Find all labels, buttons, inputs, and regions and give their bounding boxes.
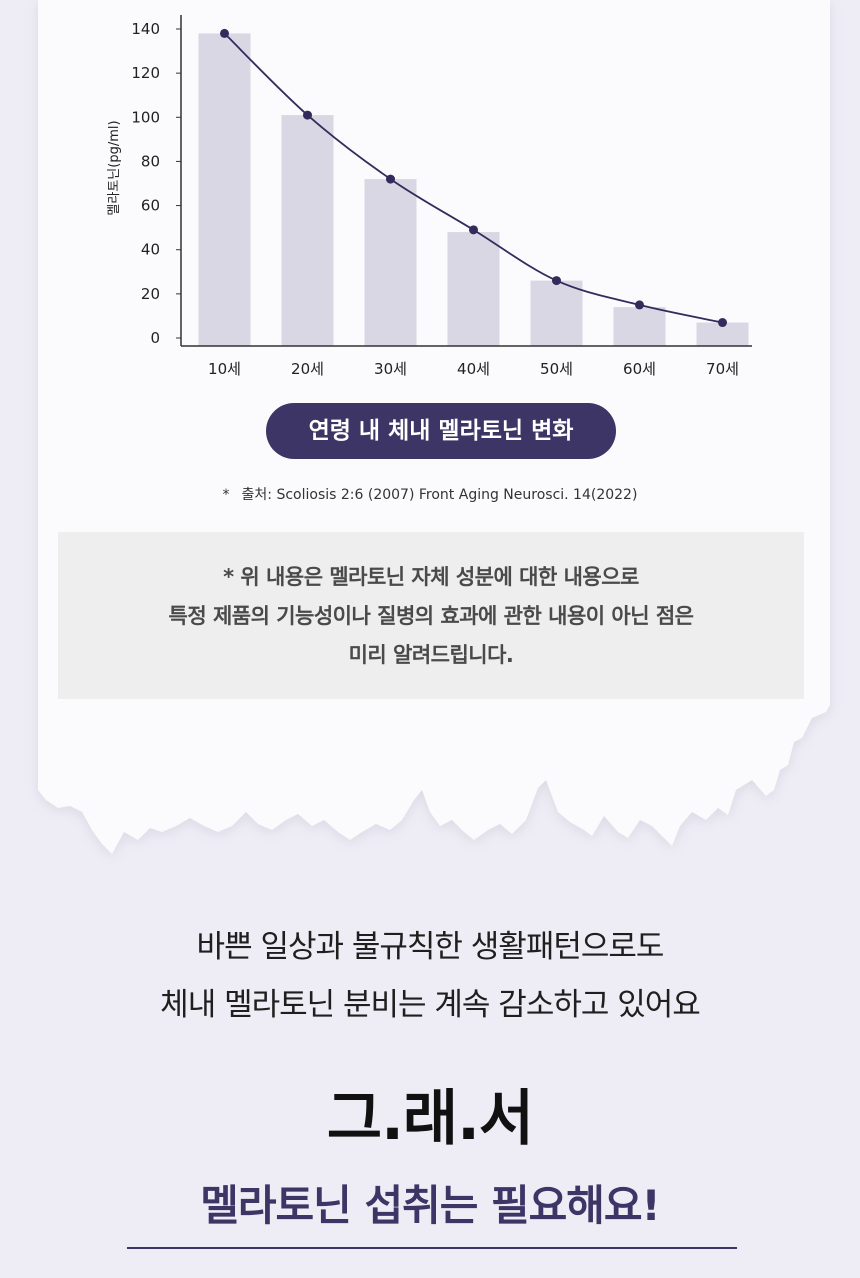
line-point [469, 225, 478, 235]
ticks-layer: 0 20 40 60 80 100 120 140 10세 20세 30세 40세 50세 60세 70세 [131, 20, 739, 378]
y-tick-label: 120 [131, 64, 160, 82]
bar [696, 322, 749, 346]
intro-line-1: 바쁜 일상과 불규칙한 생활패턴으로도 [196, 929, 665, 965]
bar [364, 179, 417, 346]
disclaimer-line-1: * 위 내용은 멜라토닌 자체 성분에 대한 내용으로 [223, 565, 639, 589]
x-tick-label: 60세 [623, 360, 656, 378]
line-point [635, 300, 644, 310]
intro-line-2: 체내 멜라토닌 분비는 계속 감소하고 있어요 [160, 987, 701, 1023]
y-tick-label: 20 [141, 285, 160, 303]
bars-layer [198, 33, 749, 347]
y-axis-label: 멜라토닌(pg/ml) [107, 120, 122, 215]
disclaimer-box: * 위 내용은 멜라토닌 자체 성분에 대한 내용으로 특정 제품의 기능성이나… [58, 532, 804, 699]
line-point [718, 318, 727, 328]
headline-underline [127, 1247, 737, 1249]
line-point [220, 28, 229, 38]
so-heading: 그.래.서 [326, 1084, 534, 1154]
x-tick-label: 30세 [374, 360, 407, 378]
line-point [386, 174, 395, 184]
bar [281, 115, 334, 346]
headline: 멜라토닌 섭취는 필요해요! [200, 1181, 660, 1230]
x-tick-label: 50세 [540, 360, 573, 378]
bar [198, 33, 251, 347]
x-tick-label: 70세 [706, 360, 739, 378]
y-tick-label: 0 [150, 329, 160, 347]
source-text: 출처: Scoliosis 2:6 (2007) Front Aging Neu… [241, 487, 638, 503]
bar [613, 307, 666, 346]
bar [447, 232, 500, 346]
source-note: * 출처: Scoliosis 2:6 (2007) Front Aging Ne… [0, 484, 860, 504]
axes-layer [180, 15, 752, 347]
line-layer [220, 28, 727, 328]
y-tick-label: 80 [141, 152, 160, 170]
y-tick-label: 140 [131, 20, 160, 38]
y-tick-label: 60 [141, 197, 160, 215]
intro-text: 바쁜 일상과 불규칙한 생활패턴으로도 체내 멜라토닌 분비는 계속 감소하고 … [0, 918, 860, 1034]
bar [530, 280, 583, 346]
y-tick-label: 40 [141, 241, 160, 259]
chart-title-pill: 연령 내 체내 멜라토닌 변화 [266, 403, 616, 459]
y-tick-label: 100 [131, 108, 160, 126]
disclaimer-line-3: 미리 알려드립니다. [348, 643, 514, 667]
x-tick-label: 40세 [457, 360, 490, 378]
disclaimer-line-2: 특정 제품의 기능성이나 질병의 효과에 관한 내용이 아닌 점은 [168, 604, 695, 628]
x-tick-label: 20세 [291, 360, 324, 378]
line-point [552, 276, 561, 286]
source-star: * [222, 487, 230, 503]
line-point [303, 110, 312, 120]
x-tick-label: 10세 [208, 360, 241, 378]
